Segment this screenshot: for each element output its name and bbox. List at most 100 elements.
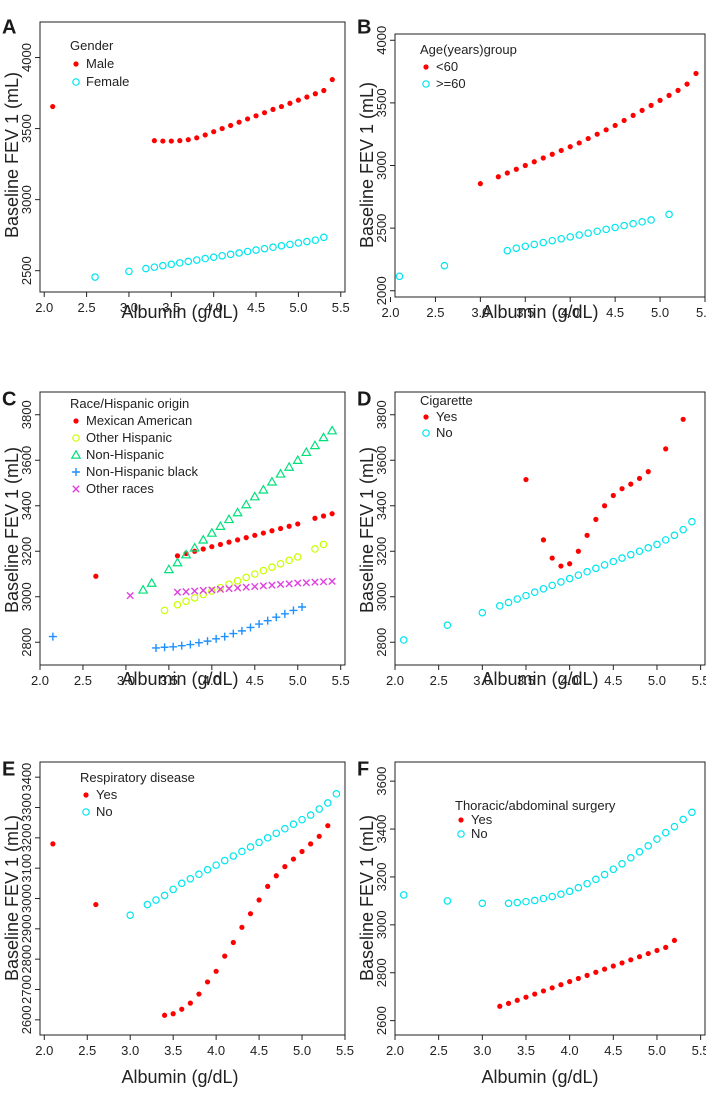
data-point (238, 847, 246, 856)
data-point (575, 231, 584, 239)
data-point (244, 116, 251, 122)
data-point (619, 960, 625, 966)
data-point (216, 585, 225, 593)
data-point (215, 520, 226, 530)
legend: Gender Male Female (70, 38, 129, 89)
data-point (294, 579, 302, 587)
panel-label: B (357, 17, 371, 39)
data-point (168, 138, 174, 144)
data-point (167, 260, 176, 269)
data-point (287, 100, 293, 106)
legend-marker (72, 485, 80, 493)
x-tick-label: 2.5 (78, 300, 96, 315)
x-tick-label: 3.0 (473, 673, 491, 688)
data-point (187, 1000, 193, 1006)
data-point (93, 573, 99, 579)
data-point (540, 988, 547, 994)
data-point (312, 515, 318, 521)
data-point (504, 170, 510, 176)
data-point (684, 81, 690, 87)
data-point (173, 600, 182, 609)
x-tick-label: 5.0 (648, 1043, 666, 1058)
legend-label: Mexican American (86, 413, 192, 428)
x-tick-label: 3.0 (120, 300, 138, 315)
panel-c: C 2.0 2.5 3.0 3.5 4.0 4.5 5.0 5.5 2800 3000 3200 340… (2, 389, 350, 689)
x-tick-label: 5.5 (332, 300, 350, 315)
data-point (276, 559, 285, 568)
panel-label: E (2, 759, 15, 781)
data-point (261, 110, 268, 116)
data-point (638, 218, 646, 226)
data-point (184, 257, 193, 266)
data-point (175, 259, 184, 267)
data-point (169, 642, 178, 651)
x-tick-label: 4.0 (203, 673, 221, 688)
legend-marker (72, 78, 80, 86)
data-point (160, 891, 169, 900)
data-point (549, 151, 555, 157)
x-tick-label: 5.0 (293, 1043, 311, 1058)
data-point (663, 446, 669, 452)
data-point (626, 853, 635, 862)
data-point (260, 244, 269, 253)
plot-frame (39, 761, 346, 1036)
data-point (612, 122, 618, 129)
data-point (268, 563, 276, 571)
data-point (575, 548, 581, 554)
y-tick-label: 3400 (374, 491, 389, 520)
legend-label: Male (86, 56, 114, 71)
data-point (635, 848, 644, 856)
panel-label: A (2, 17, 16, 39)
data-point (609, 557, 618, 566)
data-point (663, 944, 669, 950)
y-tick-label: 2000 (374, 276, 389, 305)
data-point (661, 536, 670, 544)
data-point (309, 440, 321, 450)
data-point (226, 250, 235, 259)
data-point (574, 571, 583, 579)
legend-label: Female (86, 74, 129, 89)
data-point (567, 144, 573, 150)
x-tick-label: 2.5 (426, 305, 444, 320)
data-point (251, 582, 259, 591)
y-tick-label: 3000 (19, 582, 34, 611)
data-point (194, 135, 200, 141)
data-point (229, 629, 238, 638)
data-point (304, 94, 310, 100)
data-point (558, 563, 564, 569)
data-point (628, 957, 634, 963)
data-point (137, 584, 149, 594)
data-point (235, 249, 243, 257)
data-point (182, 597, 190, 606)
data-point (143, 900, 152, 909)
data-point (666, 92, 672, 98)
data-point (549, 985, 555, 991)
y-tick-label: 3000 (19, 884, 34, 913)
data-point (503, 246, 512, 255)
data-point (567, 561, 573, 567)
y-tick-label: 2800 (374, 628, 389, 657)
x-tick-label: 3.0 (473, 1043, 491, 1058)
data-point (173, 588, 182, 596)
data-point (280, 609, 289, 618)
x-tick-label: 2.0 (35, 1043, 53, 1058)
data-point (50, 103, 56, 110)
panel-d: D 2.0 2.5 3.0 3.5 4.0 4.5 5.0 5.5 2800 3000 3200 340… (357, 389, 706, 689)
data-point (222, 953, 228, 959)
data-point (306, 811, 315, 819)
data-point (565, 887, 574, 896)
data-point (647, 216, 655, 224)
data-point (203, 637, 212, 646)
data-point (182, 588, 190, 596)
data-point (671, 937, 678, 944)
series-other-hispanic (160, 540, 328, 615)
data-point (163, 564, 175, 574)
data-point (522, 162, 528, 169)
data-point (645, 469, 651, 475)
data-point (670, 822, 679, 831)
x-tick-label: 2.5 (78, 1043, 96, 1058)
data-point (276, 580, 285, 589)
y-tick-label: 3000 (374, 582, 389, 611)
